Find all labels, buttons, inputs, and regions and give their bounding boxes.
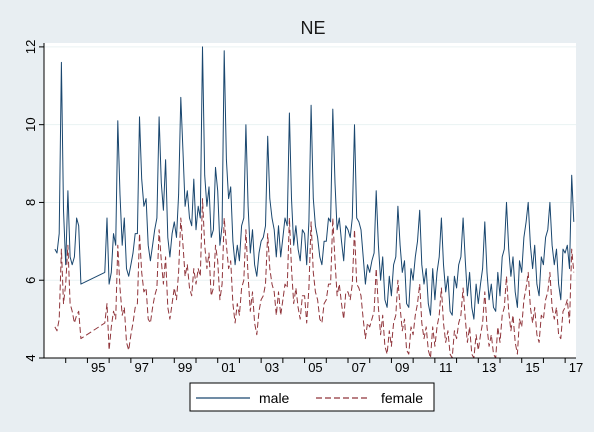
x-tick-label: 13 [482,360,496,375]
x-tick-label: 15 [525,360,539,375]
x-tick-label: 17 [569,360,583,375]
series-line-male [54,46,575,320]
legend-label-female: female [381,390,423,406]
legend-label-male: male [259,390,290,406]
x-tick-label: 95 [91,360,105,375]
y-tick-label: 4 [23,354,38,361]
x-tick-label: 05 [308,360,322,375]
x-tick-label: 09 [395,360,409,375]
y-tick-label: 6 [23,277,38,284]
x-tick-label: 97 [134,360,148,375]
x-tick-label: 99 [178,360,192,375]
chart-title: NE [300,18,325,38]
y-tick-label: 12 [23,40,38,54]
plot-area [44,43,576,358]
x-tick-label: 07 [352,360,366,375]
legend-box [189,382,435,412]
x-tick-label: 03 [265,360,279,375]
series-layer [54,46,575,359]
x-tick-label: 01 [221,360,235,375]
y-tick-label: 10 [23,117,38,131]
x-tick-label: 11 [439,360,453,375]
series-line-female [54,198,575,359]
x-axis: 95 97 99 01 03 05 07 09 11 13 15 17 [44,357,583,375]
legend: male female [189,382,435,412]
y-axis: 4 6 8 10 12 [23,40,45,362]
y-tick-label: 8 [23,199,38,206]
